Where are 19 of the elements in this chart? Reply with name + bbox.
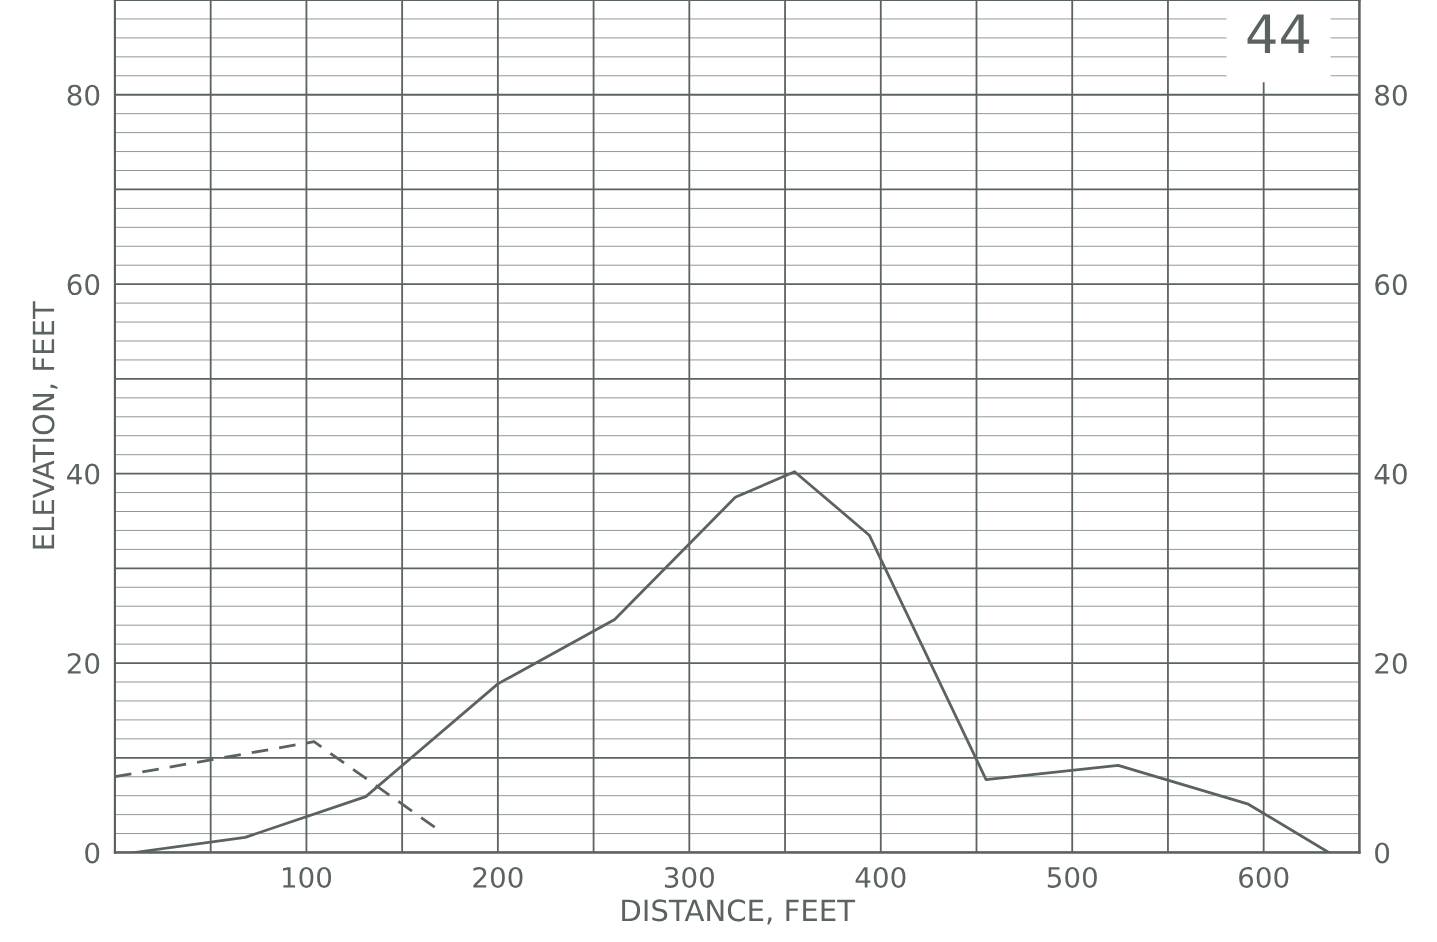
y-tick-label: 0 xyxy=(85,842,100,864)
y-tick-label: 20 xyxy=(67,653,100,675)
y-tick-label: 60 xyxy=(67,274,100,296)
x-tick-label: 200 xyxy=(473,866,523,888)
y2-tick-label: 60 xyxy=(1375,274,1407,296)
x-tick-label: 100 xyxy=(282,866,332,888)
x-axis-title: DISTANCE, FEET xyxy=(622,899,856,925)
x-tick-label: 500 xyxy=(1047,866,1097,888)
y2-tick-label: 20 xyxy=(1375,653,1407,675)
annotation: 44 xyxy=(1247,14,1310,53)
y-axis-title: ELEVATION, FEET xyxy=(32,301,58,549)
y2-tick-label: 80 xyxy=(1375,84,1407,106)
y-tick-label: 40 xyxy=(67,463,100,485)
x-tick-label: 400 xyxy=(855,866,906,888)
y2-tick-label: 40 xyxy=(1374,463,1407,485)
y-tick-label: 80 xyxy=(67,84,100,106)
y2-tick-label: 0 xyxy=(1375,842,1390,864)
x-tick-label: 300 xyxy=(664,866,714,888)
x-tick-label: 600 xyxy=(1239,866,1289,888)
